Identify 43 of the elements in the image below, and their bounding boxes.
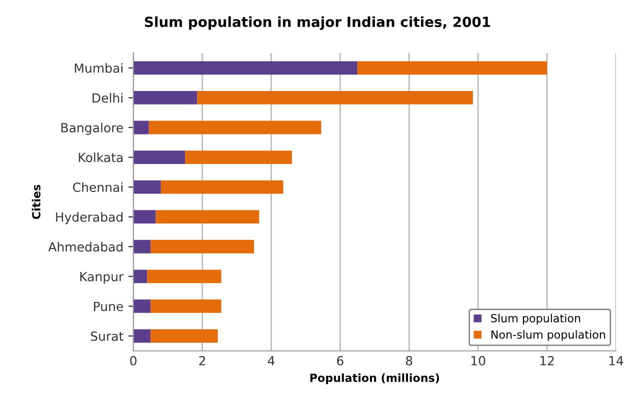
bar: [133, 180, 161, 194]
y-tick-label: Chennai: [73, 182, 122, 192]
y-axis-title: Cities: [32, 184, 40, 220]
y-tick-label: Bangalore: [61, 122, 123, 135]
bar: [133, 270, 148, 284]
legend-label: Slum population: [491, 314, 580, 325]
bar: [133, 61, 358, 75]
x-tick-label: 12: [540, 356, 554, 366]
bar: [133, 150, 186, 164]
x-tick-label: 8: [406, 356, 412, 366]
x-tick-label: 4: [268, 356, 275, 366]
y-tick-label: Delhi: [92, 92, 122, 103]
x-tick-label: 6: [337, 356, 344, 366]
x-tick-label: 0: [130, 356, 136, 366]
legend-label: Non-slum population: [491, 330, 606, 341]
bar: [156, 210, 260, 224]
bar: [133, 91, 198, 104]
x-tick-label: 2: [199, 356, 206, 366]
y-tick-label: Mumbai: [74, 63, 122, 73]
bar: [185, 150, 292, 164]
bar: [133, 210, 156, 224]
bar: [150, 329, 218, 343]
y-tick-label: Kolkata: [78, 152, 122, 162]
bar: [133, 329, 151, 343]
y-tick-label: Pune: [94, 302, 123, 312]
bar: [197, 91, 473, 104]
y-tick-label: Surat: [90, 331, 124, 341]
bar: [147, 270, 222, 284]
bar: [133, 120, 149, 134]
bar: [150, 300, 222, 313]
chart-title: Slum population in major Indian cities, 2001: [144, 16, 490, 30]
x-tick-label: 14: [609, 356, 624, 366]
y-tick-label: Ahmedabad: [48, 242, 122, 252]
x-axis-title: Population (millions): [310, 373, 439, 384]
bar: [150, 240, 254, 254]
y-tick-label: Hyderabad: [56, 212, 122, 224]
bar: [133, 240, 151, 254]
y-tick-label: Kanpur: [80, 272, 124, 284]
bar: [160, 180, 284, 194]
x-tick-label: 10: [471, 356, 486, 366]
bar: [133, 300, 151, 313]
bar: [357, 61, 548, 75]
bar: [148, 120, 322, 134]
